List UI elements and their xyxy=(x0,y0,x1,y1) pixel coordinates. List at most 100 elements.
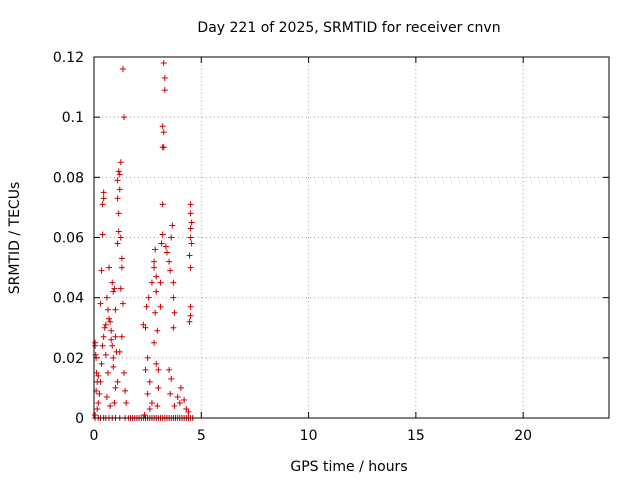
data-point xyxy=(155,384,162,391)
data-point xyxy=(98,267,105,274)
data-points xyxy=(92,60,196,421)
data-point xyxy=(148,279,155,286)
data-point xyxy=(119,66,126,73)
data-point xyxy=(148,399,155,406)
data-point xyxy=(95,372,102,379)
data-point xyxy=(110,354,117,361)
data-point xyxy=(142,366,149,373)
data-point xyxy=(117,285,124,292)
data-point xyxy=(106,264,113,271)
data-point xyxy=(154,402,161,409)
x-tick-label: 5 xyxy=(197,428,206,444)
data-point xyxy=(108,336,115,343)
data-point xyxy=(119,300,126,307)
x-tick-label: 15 xyxy=(407,428,425,444)
data-point xyxy=(153,360,160,367)
data-point xyxy=(122,387,129,394)
data-point xyxy=(140,321,147,328)
data-point xyxy=(157,279,164,286)
data-point xyxy=(100,189,107,196)
data-point xyxy=(111,399,118,406)
data-point xyxy=(183,405,190,412)
data-point xyxy=(121,369,128,376)
grid-layer xyxy=(94,57,609,418)
data-point xyxy=(168,375,175,382)
data-point xyxy=(171,309,178,316)
data-point xyxy=(115,210,122,217)
data-point xyxy=(118,255,125,262)
data-point xyxy=(141,411,148,418)
data-point xyxy=(96,390,103,397)
data-point xyxy=(177,384,184,391)
data-point xyxy=(97,300,104,307)
data-point xyxy=(153,273,160,280)
y-tick-label: 0 xyxy=(75,411,84,427)
data-point xyxy=(110,363,117,370)
data-point xyxy=(100,195,107,202)
y-tick-label: 0.12 xyxy=(53,50,84,66)
y-tick-label: 0.1 xyxy=(62,110,84,126)
data-point xyxy=(146,405,153,412)
data-point xyxy=(116,171,123,178)
data-point xyxy=(159,231,166,238)
data-point xyxy=(154,327,161,334)
data-point xyxy=(123,399,130,406)
data-point xyxy=(99,342,106,349)
data-point xyxy=(109,279,116,286)
data-point xyxy=(162,243,169,250)
data-point xyxy=(94,405,101,412)
data-point xyxy=(187,210,194,217)
data-point xyxy=(167,390,174,397)
data-point xyxy=(160,60,167,67)
data-point xyxy=(153,288,160,295)
data-point xyxy=(98,360,105,367)
data-point xyxy=(109,342,116,349)
data-point xyxy=(167,267,174,274)
data-point xyxy=(143,303,150,310)
data-point xyxy=(114,378,121,385)
data-point xyxy=(116,186,123,193)
data-point xyxy=(116,348,123,355)
data-point xyxy=(117,234,124,241)
data-point xyxy=(151,339,158,346)
data-point xyxy=(152,309,159,316)
data-point xyxy=(166,366,173,373)
data-point xyxy=(159,201,166,208)
data-point xyxy=(118,333,125,340)
data-point xyxy=(187,225,194,232)
data-point xyxy=(186,318,193,325)
data-point xyxy=(95,399,102,406)
data-point xyxy=(160,129,167,136)
data-point xyxy=(169,222,176,229)
data-point xyxy=(115,228,122,235)
y-axis-title: SRMTID / TECUs xyxy=(7,182,23,295)
ticks-layer: 0 0.02 0.04 0.06 0.08 0.1 0.12 0 5 10 15 20 xyxy=(53,50,609,444)
data-point xyxy=(114,195,121,202)
data-point xyxy=(142,324,149,331)
x-tick-label: 10 xyxy=(300,428,318,444)
data-point xyxy=(171,402,178,409)
data-point xyxy=(170,294,177,301)
data-point xyxy=(104,306,111,313)
data-point xyxy=(146,378,153,385)
data-point xyxy=(111,285,118,292)
data-point xyxy=(187,312,194,319)
data-point xyxy=(92,342,99,349)
data-point xyxy=(187,234,194,241)
data-point xyxy=(159,144,166,151)
data-point xyxy=(114,177,121,184)
data-point xyxy=(112,306,119,313)
data-point xyxy=(93,369,100,376)
data-point xyxy=(157,303,164,310)
data-point xyxy=(166,258,173,265)
data-point xyxy=(161,87,168,94)
data-point xyxy=(101,324,108,331)
plot-frame xyxy=(93,56,610,419)
data-point xyxy=(110,288,117,295)
data-point xyxy=(187,264,194,271)
data-point xyxy=(103,294,110,301)
data-point xyxy=(174,393,181,400)
data-point xyxy=(117,159,124,166)
y-tick-label: 0.02 xyxy=(53,351,84,367)
